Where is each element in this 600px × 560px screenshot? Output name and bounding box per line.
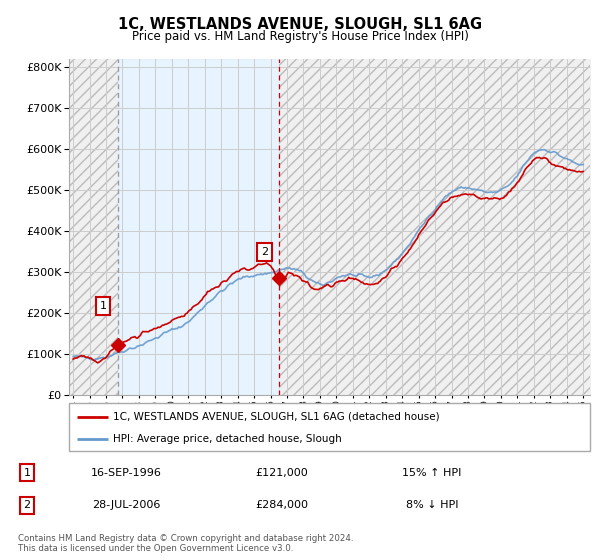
Text: £284,000: £284,000 [256,500,308,510]
Text: 2: 2 [23,500,31,510]
Text: 16-SEP-1996: 16-SEP-1996 [91,468,161,478]
Text: Price paid vs. HM Land Registry's House Price Index (HPI): Price paid vs. HM Land Registry's House … [131,30,469,43]
Text: £121,000: £121,000 [256,468,308,478]
Text: 15% ↑ HPI: 15% ↑ HPI [403,468,461,478]
Text: 1: 1 [23,468,31,478]
FancyBboxPatch shape [69,403,590,451]
Text: 1C, WESTLANDS AVENUE, SLOUGH, SL1 6AG (detached house): 1C, WESTLANDS AVENUE, SLOUGH, SL1 6AG (d… [113,412,440,422]
Text: 8% ↓ HPI: 8% ↓ HPI [406,500,458,510]
Text: Contains HM Land Registry data © Crown copyright and database right 2024.
This d: Contains HM Land Registry data © Crown c… [18,534,353,553]
Text: 2: 2 [261,247,268,257]
Text: 1: 1 [100,301,106,311]
Text: 28-JUL-2006: 28-JUL-2006 [92,500,160,510]
Text: 1C, WESTLANDS AVENUE, SLOUGH, SL1 6AG: 1C, WESTLANDS AVENUE, SLOUGH, SL1 6AG [118,17,482,32]
Text: HPI: Average price, detached house, Slough: HPI: Average price, detached house, Slou… [113,434,342,444]
